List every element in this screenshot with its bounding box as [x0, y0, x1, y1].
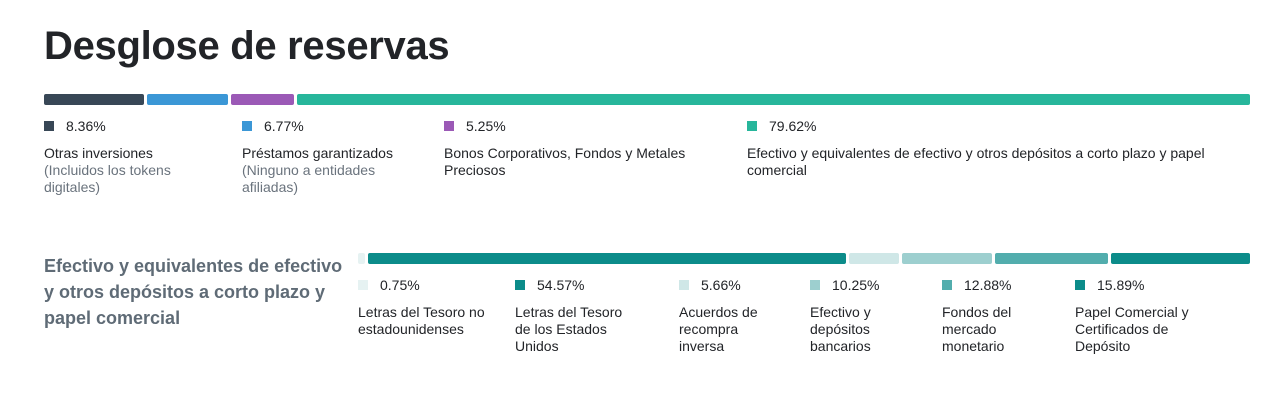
bar-segment [358, 253, 365, 264]
bar-segment [44, 94, 145, 105]
legend-item: 8.36% Otras inversiones (Incluidos los tok… [44, 117, 204, 196]
legend-value: 12.88% [964, 277, 1012, 293]
legend-value: 54.57% [537, 277, 585, 293]
legend-value: 79.62% [769, 118, 817, 134]
legend-swatch [444, 121, 454, 131]
legend-item: 79.62% Efectivo y equivalentes de efectiv… [747, 117, 1227, 179]
legend-item: 0.75% Letras del Tesoro no estadounidense… [358, 276, 488, 338]
legend-label: Préstamos garantizados [242, 145, 393, 161]
legend-item: 54.57% Letras del Tesoro de los Estados U… [515, 276, 640, 355]
legend-sublabel: (Incluidos los tokens digitales) [44, 162, 171, 195]
bar-segment [849, 253, 899, 264]
legend-item: 12.88% Fondos del mercado monetario [942, 276, 1052, 355]
legend-swatch [44, 121, 54, 131]
legend-sublabel: (Ninguno a entidades afiliadas) [242, 162, 376, 195]
page-title: Desglose de reservas [44, 24, 450, 68]
legend-swatch [242, 121, 252, 131]
legend-swatch [679, 280, 689, 290]
legend-label: Letras del Tesoro no estadounidenses [358, 304, 485, 337]
legend-label: Fondos del mercado monetario [942, 304, 1012, 354]
bar-segment [231, 94, 294, 105]
legend-swatch [810, 280, 820, 290]
cash-breakdown-title: Efectivo y equivalentes de efectivo y ot… [44, 256, 343, 328]
legend-item: 5.25% Bonos Corporativos, Fondos y Metale… [444, 117, 734, 179]
bar-segment [296, 94, 1250, 105]
legend-item: 6.77% Préstamos garantizados (Ninguno a en… [242, 117, 432, 196]
legend-value: 5.25% [466, 118, 506, 134]
legend-value: 8.36% [66, 118, 106, 134]
cash-breakdown-stacked-bar [358, 253, 1250, 264]
bar-segment [901, 253, 992, 264]
legend-swatch [358, 280, 368, 290]
legend-label: Papel Comercial y Certificados de Depósi… [1075, 304, 1189, 354]
legend-swatch [515, 280, 525, 290]
legend-label: Otras inversiones [44, 145, 153, 161]
legend-swatch [1075, 280, 1085, 290]
legend-label: Letras del Tesoro de los Estados Unidos [515, 304, 623, 354]
bar-segment [1110, 253, 1250, 264]
legend-value: 15.89% [1097, 277, 1145, 293]
bar-segment [994, 253, 1108, 264]
legend-value: 5.66% [701, 277, 741, 293]
legend-label: Acuerdos de recompra inversa [679, 304, 758, 354]
legend-item: 5.66% Acuerdos de recompra inversa [679, 276, 784, 355]
legend-swatch [942, 280, 952, 290]
bar-segment [147, 94, 229, 105]
legend-value: 0.75% [380, 277, 420, 293]
legend-value: 6.77% [264, 118, 304, 134]
legend-swatch [747, 121, 757, 131]
legend-label: Efectivo y equivalentes de efectivo y ot… [747, 145, 1205, 178]
legend-item: 15.89% Papel Comercial y Certificados de … [1075, 276, 1225, 355]
legend-item: 10.25% Efectivo y depósitos bancarios [810, 276, 905, 355]
bar-segment [367, 253, 847, 264]
legend-label: Bonos Corporativos, Fondos y Metales Pre… [444, 145, 686, 178]
legend-value: 10.25% [832, 277, 880, 293]
legend-label: Efectivo y depósitos bancarios [810, 304, 871, 354]
reserves-stacked-bar [44, 94, 1250, 105]
